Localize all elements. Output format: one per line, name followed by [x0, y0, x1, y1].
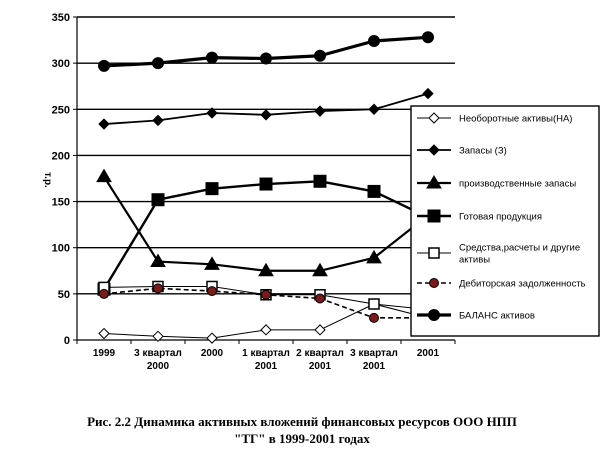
- legend-item: производственные запасы: [417, 175, 576, 190]
- data-point: [367, 184, 381, 198]
- data-point: [152, 57, 164, 70]
- legend: Необоротные активы(НА) Запасы (З) производ…: [410, 105, 600, 337]
- figure-caption-line2: "ТГ" в 1999-2001 годах: [234, 431, 370, 446]
- legend-item: Дебиторская задолженность: [417, 278, 586, 290]
- legend-item: Готовая продукция: [417, 209, 542, 223]
- y-tick-label: 300: [52, 58, 70, 70]
- y-tick-label: 0: [64, 335, 70, 347]
- x-tick-label: 1 квартал 2001: [242, 348, 290, 372]
- data-point: [151, 193, 165, 207]
- data-point: [422, 31, 434, 44]
- data-point: [153, 283, 163, 294]
- x-tick-label: 2 квартал 2001: [296, 348, 344, 372]
- data-point: [150, 253, 166, 268]
- data-point: [152, 330, 164, 343]
- data-point: [366, 249, 382, 264]
- data-point: [205, 182, 219, 196]
- data-point: [369, 312, 379, 323]
- legend-marker: [429, 278, 439, 288]
- legend-label: Дебиторская задолженность: [459, 279, 586, 290]
- data-point: [260, 52, 272, 65]
- legend-label: Запасы (З): [459, 146, 507, 157]
- x-tick-label: 3 квартал 2000: [134, 348, 182, 372]
- axes: [73, 16, 456, 344]
- data-point: [207, 286, 217, 297]
- data-point: [368, 298, 380, 310]
- data-point: [368, 34, 380, 47]
- legend-marker: [428, 247, 440, 259]
- data-point: [206, 51, 218, 64]
- data-point: [204, 256, 220, 270]
- legend-label: БАЛАНС активов: [459, 311, 535, 322]
- data-point: [98, 118, 110, 130]
- data-point: [206, 332, 218, 344]
- legend-marker: [426, 175, 442, 189]
- y-axis-label: т.р.: [42, 172, 53, 188]
- figure-caption-line1: Рис. 2.2 Динамика активных вложений фина…: [87, 414, 517, 429]
- data-point: [314, 324, 326, 336]
- data-point: [206, 107, 218, 119]
- data-point: [259, 177, 273, 191]
- data-point: [260, 324, 272, 336]
- data-point: [314, 49, 326, 62]
- legend-label: Готовая продукция: [459, 212, 542, 223]
- series-6: [99, 283, 433, 323]
- x-tick-label: 2000: [201, 348, 224, 359]
- series-5: [98, 280, 434, 324]
- data-point: [152, 114, 164, 127]
- data-point: [313, 174, 327, 188]
- y-axis-label-group: т.р.: [42, 172, 53, 188]
- y-tick-label: 200: [52, 150, 70, 162]
- series-group: [96, 31, 436, 344]
- y-tick-label: 250: [52, 104, 70, 116]
- y-tick-label: 150: [52, 197, 70, 209]
- y-tick-label: 350: [52, 12, 70, 24]
- legend-box: [410, 105, 600, 337]
- legend-label: Средства,расчеты и другие активы: [459, 243, 580, 266]
- legend-marker: [428, 144, 440, 156]
- x-tick-label: 3 квартал 2001: [350, 348, 398, 372]
- y-tick-label: 50: [58, 289, 70, 301]
- line-chart: 0 50 100 150 200 250 300 350 1999 3 квартал 2000 2…: [42, 12, 600, 372]
- legend-marker: [428, 112, 440, 124]
- data-point: [315, 293, 325, 304]
- data-point: [261, 289, 271, 300]
- data-point: [260, 109, 272, 121]
- legend-label: Необоротные активы(НА): [459, 114, 572, 125]
- legend-item: Запасы (З): [417, 144, 507, 157]
- y-tick-label: 100: [52, 243, 70, 255]
- legend-item: БАЛАНС активов: [417, 309, 535, 322]
- data-point: [312, 262, 328, 277]
- x-tick-label: 2001: [417, 348, 440, 359]
- series-1: [98, 298, 434, 344]
- data-point: [99, 288, 109, 299]
- data-point: [314, 105, 326, 117]
- legend-marker: [428, 309, 440, 321]
- series-4: [97, 174, 435, 296]
- x-tick-label: 1999: [93, 348, 116, 359]
- data-point: [96, 168, 112, 183]
- series-7: [98, 31, 434, 72]
- data-point: [258, 262, 274, 277]
- series-2: [98, 87, 434, 130]
- data-point: [422, 87, 434, 100]
- data-point: [368, 103, 380, 115]
- legend-label: производственные запасы: [459, 179, 576, 190]
- y-tick-labels: 0 50 100 150 200 250 300 350: [52, 12, 70, 347]
- legend-marker: [427, 209, 441, 223]
- data-point: [98, 327, 110, 340]
- legend-item: Необоротные активы(НА): [417, 112, 572, 125]
- legend-item: Средства,расчеты и другие активы: [417, 243, 580, 266]
- data-point: [98, 59, 110, 72]
